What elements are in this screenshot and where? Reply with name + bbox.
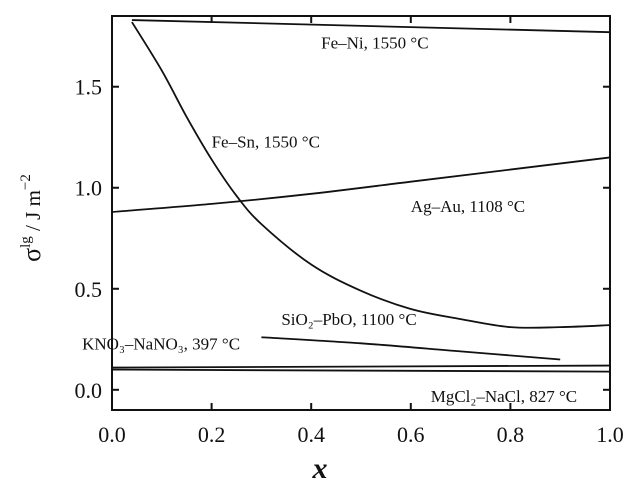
y-tick-label: 1.5 [75, 75, 103, 100]
y-tick-label: 0.0 [75, 378, 103, 403]
x-axis-label: x [312, 452, 328, 485]
series-line-2 [111, 156, 611, 213]
x-tick-label: 1.0 [596, 422, 624, 447]
y-axis-ticks: 0.0 0.5 1.0 1.5 [75, 75, 610, 403]
series-line-1 [131, 21, 611, 329]
y-axis-unit-superscript: −2 [18, 174, 34, 190]
series-lines [111, 19, 611, 373]
series-label-5: MgCl₂–NaCl, 827 °C [431, 387, 577, 406]
series-label-0: Fe–Ni, 1550 °C [321, 33, 428, 52]
series-label-1: Fe–Sn, 1550 °C [212, 132, 320, 151]
y-tick-label: 1.0 [75, 176, 103, 201]
series-line-0 [131, 19, 611, 34]
y-axis-label: σlg / J m−2 [17, 174, 46, 262]
x-tick-label: 0.6 [397, 422, 425, 447]
y-axis-unit: / J m [21, 190, 45, 236]
x-tick-label: 0.2 [198, 422, 226, 447]
series-labels: Fe–Ni, 1550 °C Fe–Sn, 1550 °C Ag–Au, 1108 … [82, 33, 577, 406]
series-line-3 [261, 336, 561, 361]
x-tick-label: 0.4 [297, 422, 325, 447]
series-label-3: SiO₂–PbO, 1100 °C [281, 310, 416, 329]
series-line-5 [111, 368, 611, 373]
plot-frame [111, 15, 611, 411]
y-tick-label: 0.5 [75, 277, 103, 302]
series-label-2: Ag–Au, 1108 °C [411, 197, 525, 216]
series-line-4 [111, 364, 611, 369]
y-axis-symbol: σ [17, 248, 46, 262]
y-axis-superscript: lg [18, 236, 34, 248]
x-axis-ticks: 0.0 0.2 0.4 0.6 0.8 1.0 [98, 16, 624, 447]
x-tick-label: 0.8 [497, 422, 525, 447]
x-tick-label: 0.0 [98, 422, 126, 447]
series-label-4: KNO₃–NaNO₃, 397 °C [82, 334, 240, 353]
